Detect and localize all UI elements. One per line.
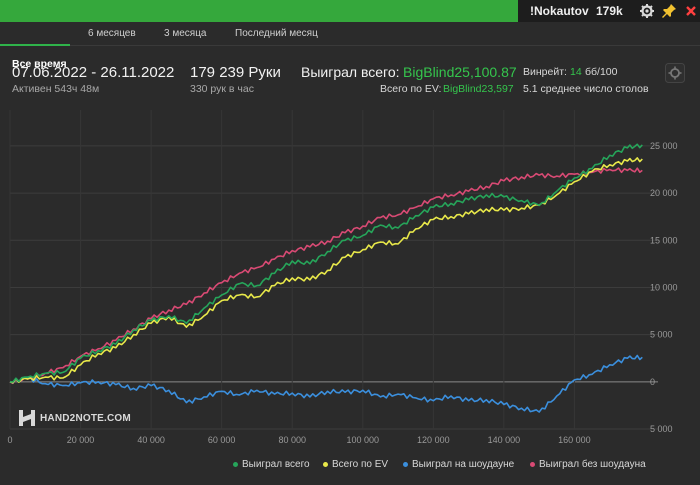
period-tabs: Все время 6 месяцев 3 месяца Последний м… bbox=[0, 22, 700, 70]
active-tab-indicator bbox=[0, 44, 70, 46]
gear-icon[interactable] bbox=[639, 3, 655, 19]
x-tick-label: 60 000 bbox=[208, 435, 236, 445]
legend-item-ev-total[interactable]: Всего по EV bbox=[323, 459, 388, 470]
tab-last-month[interactable]: Последний месяц bbox=[235, 28, 318, 39]
logo-text: HAND2NOTE.COM bbox=[40, 412, 131, 424]
legend-item-showdown[interactable]: Выиграл на шоудауне bbox=[403, 459, 514, 470]
chart-ticks: 5 000 0 5 000 10 000 15 000 20 000 25 000 0 20 0… bbox=[7, 141, 677, 445]
y-tick-label: 5 000 bbox=[650, 330, 673, 340]
y-tick-label: 5 000 bbox=[650, 424, 673, 434]
legend-label: Выиграл всего bbox=[242, 459, 310, 470]
legend-item-non-showdown[interactable]: Выиграл без шоудауна bbox=[530, 459, 646, 470]
stats-panel: 07.06.2022 - 26.11.2022 Активен 543ч 48м… bbox=[0, 47, 700, 97]
legend-item-won-total[interactable]: Выиграл всего bbox=[233, 459, 310, 470]
winrate-label: Винрейт: bbox=[523, 66, 567, 78]
won-total-label: Выиграл всего: bbox=[301, 64, 400, 80]
won-total-value: BigBlind25,100.87 bbox=[403, 64, 517, 80]
series-line-1 bbox=[9, 157, 643, 384]
series-line-2 bbox=[9, 354, 643, 413]
legend-dot bbox=[530, 462, 535, 467]
legend-label: Всего по EV bbox=[332, 459, 389, 470]
winrate-value: 14 bbox=[570, 66, 582, 78]
user-count: 179k bbox=[596, 4, 623, 18]
y-tick-label: 10 000 bbox=[650, 282, 678, 292]
x-tick-label: 140 000 bbox=[488, 435, 521, 445]
hands-count: 179 239 Руки bbox=[190, 64, 281, 81]
legend-dot bbox=[233, 462, 238, 467]
chart-legend: Выиграл всего Всего по EV Выиграл на шоу… bbox=[0, 459, 700, 475]
chart-settings-gear-icon[interactable] bbox=[665, 63, 685, 83]
legend-label: Выиграл на шоудауне bbox=[412, 459, 515, 470]
legend-dot bbox=[323, 462, 328, 467]
y-tick-label: 25 000 bbox=[650, 141, 678, 151]
chart-grid bbox=[9, 110, 658, 430]
series-line-3 bbox=[9, 167, 643, 385]
x-tick-label: 120 000 bbox=[417, 435, 450, 445]
x-tick-label: 40 000 bbox=[137, 435, 165, 445]
avg-tables: 5.1 среднее число столов bbox=[523, 83, 649, 95]
tab-3-months[interactable]: 3 месяца bbox=[164, 28, 207, 39]
tab-6-months[interactable]: 6 месяцев bbox=[88, 28, 136, 39]
top-bar: !Nokautov 179k bbox=[0, 0, 700, 22]
legend-label: Выиграл без шоудауна bbox=[539, 459, 646, 470]
x-tick-label: 100 000 bbox=[347, 435, 380, 445]
close-icon[interactable] bbox=[683, 3, 699, 19]
pin-icon[interactable] bbox=[661, 3, 677, 19]
x-tick-label: 20 000 bbox=[67, 435, 95, 445]
series-line-0 bbox=[9, 143, 643, 383]
active-time: Активен 543ч 48м bbox=[12, 83, 100, 95]
x-tick-label: 160 000 bbox=[558, 435, 591, 445]
user-area: !Nokautov 179k bbox=[518, 0, 700, 22]
chart-series bbox=[9, 143, 643, 413]
ev-total-value: BigBlind23,597 bbox=[443, 83, 514, 95]
x-tick-label: 80 000 bbox=[278, 435, 306, 445]
hand2note-logo: HAND2NOTE.COM bbox=[18, 408, 131, 428]
y-tick-label: 15 000 bbox=[650, 235, 678, 245]
top-bar-accent bbox=[0, 0, 518, 22]
y-tick-label: 0 bbox=[650, 377, 655, 387]
logo-h-icon bbox=[19, 410, 35, 426]
legend-dot bbox=[403, 462, 408, 467]
hands-rate: 330 рук в час bbox=[190, 83, 254, 95]
tab-all-time[interactable]: Все время bbox=[12, 58, 67, 70]
winrate-unit: бб/100 bbox=[585, 66, 618, 78]
x-tick-label: 0 bbox=[7, 435, 12, 445]
y-tick-label: 20 000 bbox=[650, 188, 678, 198]
user-name[interactable]: !Nokautov bbox=[530, 4, 589, 18]
ev-total-label: Всего по EV: bbox=[380, 83, 442, 95]
date-range: 07.06.2022 - 26.11.2022 bbox=[12, 64, 175, 81]
